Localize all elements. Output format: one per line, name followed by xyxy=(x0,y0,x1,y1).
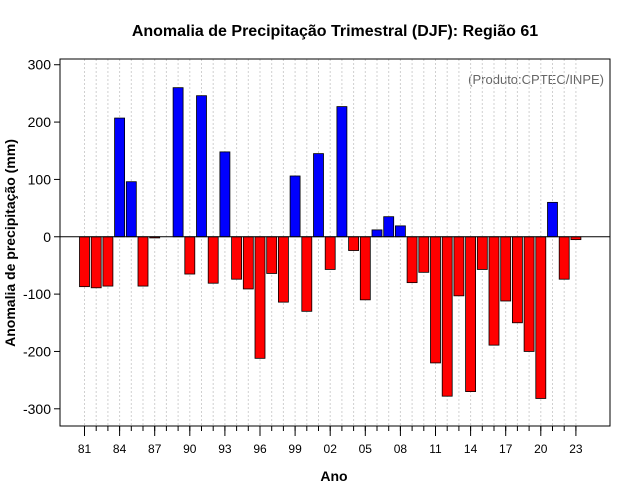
bar-2008 xyxy=(394,225,406,238)
bar-1995 xyxy=(242,236,254,290)
bar-2004 xyxy=(348,236,360,251)
bar-1986 xyxy=(137,236,149,287)
bar-1998 xyxy=(277,236,289,303)
x-tick-label: 20 xyxy=(534,442,548,456)
y-axis: 300 200 100 0 -100 -200 -300 xyxy=(23,57,60,417)
bar-2022 xyxy=(558,236,570,280)
bar-1991 xyxy=(196,95,207,238)
x-axis-label: Ano xyxy=(320,468,347,484)
bar-2011 xyxy=(430,236,441,364)
y-tick-label: 0 xyxy=(43,229,51,245)
chart-title: Anomalia de Precipitação Trimestral (DJF… xyxy=(132,23,538,40)
bar-1989 xyxy=(172,87,184,238)
x-tick-label: 08 xyxy=(394,442,408,456)
gridlines xyxy=(84,59,577,426)
bar-1984 xyxy=(114,117,125,238)
x-tick-label: 99 xyxy=(288,442,302,456)
y-tick-label: -100 xyxy=(23,286,51,302)
x-tick-label: 23 xyxy=(569,442,583,456)
x-tick-label: 14 xyxy=(464,442,478,456)
y-tick-label: 100 xyxy=(28,171,52,187)
bar-2014 xyxy=(465,236,477,392)
bar-2002 xyxy=(324,236,336,270)
bar-1996 xyxy=(254,236,266,359)
x-tick-label: 87 xyxy=(148,442,162,456)
y-tick-label: -200 xyxy=(23,343,51,359)
bar-1997 xyxy=(266,236,278,274)
x-tick-label: 84 xyxy=(113,442,127,456)
bar-2018 xyxy=(512,236,523,324)
bar-2010 xyxy=(418,236,430,273)
bar-2020 xyxy=(535,236,547,399)
y-tick-label: 200 xyxy=(28,114,52,130)
bar-1983 xyxy=(102,236,114,287)
x-tick-label: 05 xyxy=(359,442,373,456)
y-tick-label: -300 xyxy=(23,401,51,417)
bar-2012 xyxy=(441,236,453,397)
bar-2007 xyxy=(383,216,395,238)
bar-1981 xyxy=(79,236,90,288)
x-tick-label: 02 xyxy=(324,442,338,456)
bars xyxy=(79,87,582,399)
bar-1992 xyxy=(207,236,219,284)
bar-2015 xyxy=(476,236,488,270)
bar-2003 xyxy=(336,106,348,238)
y-axis-label: Anomalia de precipitação (mm) xyxy=(2,139,18,347)
x-tick-label: 96 xyxy=(253,442,267,456)
product-credit: (Produto:CPTEC/INPE) xyxy=(468,72,604,87)
bar-2001 xyxy=(313,153,324,238)
bar-2021 xyxy=(547,201,558,238)
x-axis: 81 84 87 90 93 96 99 02 05 08 11 14 17 20 23 xyxy=(78,426,583,456)
bar-1999 xyxy=(289,175,301,238)
bar-2005 xyxy=(359,236,371,301)
x-tick-label: 17 xyxy=(499,442,513,456)
bar-2016 xyxy=(488,236,500,346)
x-tick-label: 93 xyxy=(218,442,232,456)
x-tick-label: 90 xyxy=(183,442,197,456)
bar-2013 xyxy=(453,236,465,297)
x-tick-label: 81 xyxy=(78,442,92,456)
bar-1994 xyxy=(231,236,243,280)
bar-2009 xyxy=(406,236,418,284)
x-tick-label: 11 xyxy=(429,442,442,456)
bar-1985 xyxy=(125,181,137,238)
plot-frame xyxy=(59,58,611,427)
bar-2019 xyxy=(523,236,535,352)
bar-2017 xyxy=(500,236,512,302)
bar-2006 xyxy=(371,229,383,238)
bar-2000 xyxy=(301,236,313,312)
bar-1993 xyxy=(219,151,231,238)
y-tick-label: 300 xyxy=(28,57,52,73)
bar-1982 xyxy=(90,236,102,289)
bar-1990 xyxy=(184,236,196,275)
